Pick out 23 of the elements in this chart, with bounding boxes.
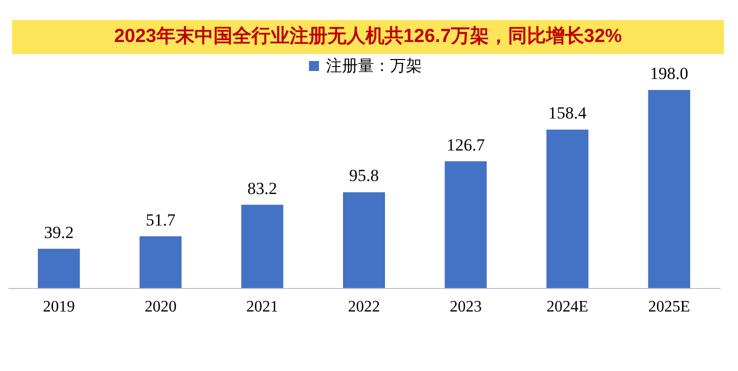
bar — [444, 161, 487, 288]
bar — [140, 236, 182, 288]
chart-title: 2023年末中国全行业注册无人机共126.7万架，同比增长32% — [12, 20, 724, 54]
data-label: 126.7 — [446, 135, 486, 154]
data-label: 158.4 — [548, 104, 588, 123]
bar — [343, 192, 385, 288]
bar — [546, 130, 588, 288]
bar — [38, 248, 80, 288]
x-tick-label: 2020 — [144, 298, 177, 316]
x-tick-label: 2022 — [348, 298, 380, 316]
bar — [241, 204, 284, 288]
x-tick-label: 2024E — [546, 298, 588, 316]
x-tick-label: 2021 — [246, 298, 278, 316]
legend-label: 注册量：万架 — [326, 56, 422, 75]
data-label: 83.2 — [247, 178, 278, 198]
data-label: 198.0 — [650, 64, 688, 83]
bar — [648, 90, 690, 288]
x-tick-label: 2025E — [648, 298, 690, 316]
data-label: 95.8 — [349, 166, 379, 186]
data-label: 39.2 — [44, 222, 74, 242]
x-tick-label: 2023 — [450, 298, 482, 316]
x-tick-label: 2019 — [42, 298, 75, 316]
data-label: 51.7 — [146, 210, 176, 230]
